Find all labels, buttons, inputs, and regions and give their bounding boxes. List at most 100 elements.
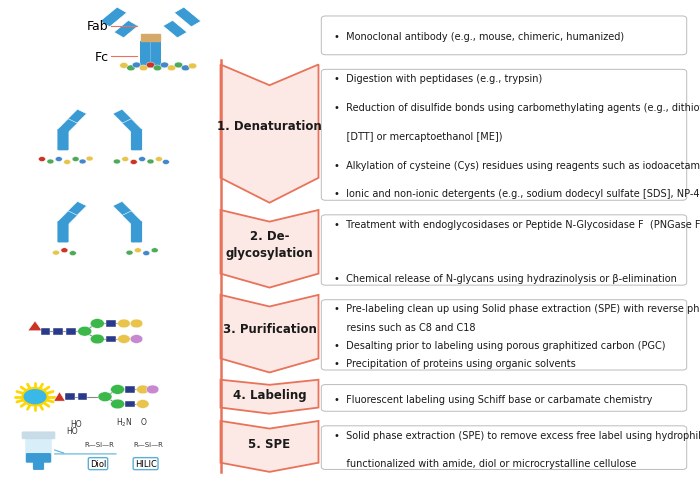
FancyBboxPatch shape	[321, 17, 687, 56]
Text: •  Solid phase extraction (SPE) to remove excess free label using hydrophilic re: • Solid phase extraction (SPE) to remove…	[334, 430, 700, 439]
Polygon shape	[122, 212, 143, 227]
Text: •  Reduction of disulfide bonds using carbomethylating agents (e.g., dithiothrei: • Reduction of disulfide bonds using car…	[334, 103, 700, 113]
Circle shape	[98, 392, 112, 402]
Circle shape	[86, 157, 93, 162]
Text: 1. Denaturation: 1. Denaturation	[217, 120, 322, 133]
Polygon shape	[28, 321, 42, 331]
Bar	[125, 401, 135, 408]
Text: functionalized with amide, diol or microcrystalline cellulose: functionalized with amide, diol or micro…	[334, 458, 636, 468]
Bar	[66, 328, 76, 335]
Polygon shape	[163, 21, 187, 39]
FancyBboxPatch shape	[22, 432, 55, 439]
Circle shape	[69, 251, 76, 256]
Text: •  Pre-labeling clean up using Solid phase extraction (SPE) with reverse phase (: • Pre-labeling clean up using Solid phas…	[334, 304, 700, 314]
FancyBboxPatch shape	[321, 70, 687, 201]
Circle shape	[139, 66, 148, 72]
Circle shape	[181, 66, 190, 72]
Text: •  Precipitation of proteins using organic solvents: • Precipitation of proteins using organi…	[334, 359, 575, 368]
Circle shape	[120, 63, 128, 69]
Polygon shape	[100, 8, 127, 28]
Text: Diol: Diol	[90, 459, 106, 468]
Text: Fc: Fc	[94, 51, 108, 63]
FancyBboxPatch shape	[26, 453, 51, 463]
Circle shape	[134, 248, 141, 253]
Text: HILIC: HILIC	[134, 459, 157, 468]
Polygon shape	[64, 202, 87, 219]
Circle shape	[174, 63, 183, 69]
Circle shape	[130, 335, 143, 344]
Text: •  Monoclonal antibody (e.g., mouse, chimeric, humanized): • Monoclonal antibody (e.g., mouse, chim…	[334, 32, 624, 42]
Text: •  Desalting prior to labeling using porous graphitized carbon (PGC): • Desalting prior to labeling using poro…	[334, 340, 666, 350]
Circle shape	[90, 334, 104, 344]
Circle shape	[61, 248, 68, 253]
Circle shape	[126, 251, 133, 256]
Polygon shape	[220, 65, 318, 203]
Polygon shape	[114, 21, 138, 39]
Circle shape	[55, 157, 62, 162]
Text: H$_2$N    O: H$_2$N O	[116, 416, 148, 428]
Bar	[41, 328, 50, 335]
Circle shape	[162, 160, 169, 165]
Circle shape	[111, 399, 125, 409]
Circle shape	[132, 63, 141, 69]
Text: •  Fluorescent labeling using Schiff base or carbamate chemistry: • Fluorescent labeling using Schiff base…	[334, 394, 652, 404]
Text: •  Chemical release of N-glycans using hydrazinolysis or β-elimination: • Chemical release of N-glycans using hy…	[334, 274, 677, 284]
Circle shape	[136, 385, 149, 394]
Text: resins such as C8 and C18: resins such as C8 and C18	[334, 322, 475, 332]
Circle shape	[146, 63, 155, 69]
Circle shape	[79, 160, 86, 165]
FancyBboxPatch shape	[33, 460, 44, 470]
Polygon shape	[113, 202, 135, 219]
Bar	[125, 386, 135, 393]
Circle shape	[136, 400, 149, 408]
FancyBboxPatch shape	[321, 385, 687, 411]
Text: R—Si—R: R—Si—R	[84, 441, 114, 447]
Circle shape	[127, 66, 135, 72]
Bar	[78, 393, 88, 400]
FancyBboxPatch shape	[57, 222, 69, 243]
Text: 4. Labeling: 4. Labeling	[232, 388, 307, 401]
Circle shape	[72, 157, 79, 162]
Circle shape	[22, 388, 48, 406]
Circle shape	[118, 335, 130, 344]
Polygon shape	[174, 8, 201, 28]
Text: HO: HO	[70, 419, 82, 428]
Polygon shape	[113, 110, 135, 127]
Polygon shape	[220, 295, 318, 373]
Text: [DTT] or mercaptoethanol [ME]): [DTT] or mercaptoethanol [ME])	[334, 132, 503, 141]
FancyBboxPatch shape	[150, 42, 161, 69]
FancyBboxPatch shape	[131, 222, 142, 243]
Polygon shape	[122, 120, 143, 135]
FancyBboxPatch shape	[321, 426, 687, 469]
Polygon shape	[220, 380, 318, 414]
Text: •  Treatment with endoglycosidases or Peptide N-Glycosidase F  (PNGase F): • Treatment with endoglycosidases or Pep…	[334, 219, 700, 229]
Circle shape	[139, 157, 146, 162]
FancyBboxPatch shape	[57, 130, 69, 151]
Text: •  Alkylation of cysteine (Cys) residues using reagents such as iodoacetamide (I: • Alkylation of cysteine (Cys) residues …	[334, 160, 700, 170]
Circle shape	[122, 157, 129, 162]
Polygon shape	[220, 421, 318, 472]
Circle shape	[188, 64, 197, 70]
Text: •  Ionic and non-ionic detergents (e.g., sodium dodecyl sulfate [SDS], NP-40 and: • Ionic and non-ionic detergents (e.g., …	[334, 189, 700, 199]
Circle shape	[118, 319, 130, 328]
Polygon shape	[54, 392, 65, 401]
Text: Fab: Fab	[87, 20, 108, 33]
Circle shape	[90, 319, 104, 329]
Circle shape	[47, 160, 54, 165]
FancyBboxPatch shape	[140, 42, 150, 69]
Circle shape	[38, 157, 46, 162]
Circle shape	[52, 251, 60, 256]
FancyBboxPatch shape	[321, 300, 687, 370]
Bar	[141, 35, 160, 42]
Circle shape	[153, 66, 162, 72]
Circle shape	[130, 160, 137, 165]
Polygon shape	[57, 212, 78, 227]
Text: 2. De-
glycosylation: 2. De- glycosylation	[225, 230, 314, 259]
Bar	[106, 336, 116, 343]
Bar	[53, 328, 63, 335]
Text: 5. SPE: 5. SPE	[248, 437, 290, 450]
Polygon shape	[64, 110, 87, 127]
FancyBboxPatch shape	[321, 215, 687, 286]
Circle shape	[64, 160, 71, 165]
Circle shape	[130, 319, 143, 328]
